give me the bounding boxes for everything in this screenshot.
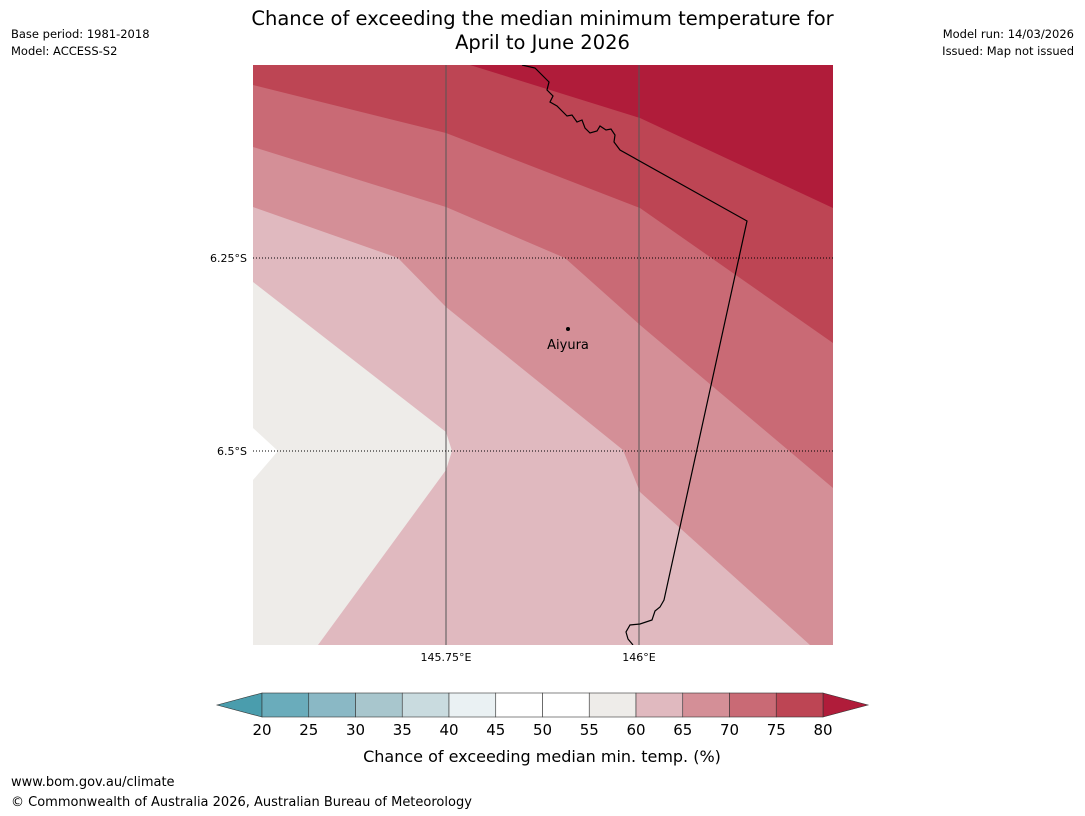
colorbar-swatch-75-80 — [775, 692, 824, 718]
colorbar-swatch-65-70 — [682, 692, 730, 718]
colorbar-tick-20: 20 — [252, 721, 271, 739]
footer-url[interactable]: www.bom.gov.au/climate — [11, 775, 175, 790]
colorbar-tick-65: 65 — [673, 721, 692, 739]
footer-copyright: © Commonwealth of Australia 2026, Austra… — [11, 795, 472, 810]
colorbar-tick-40: 40 — [439, 721, 458, 739]
colorbar-tick-25: 25 — [299, 721, 318, 739]
colorbar-tick-70: 70 — [720, 721, 739, 739]
colorbar-over-arrow — [822, 692, 870, 718]
colorbar-swatch-45-50 — [495, 692, 543, 718]
colorbar-swatch-20-25 — [261, 692, 310, 718]
map-title-line2: April to June 2026 — [455, 31, 630, 54]
colorbar-label: Chance of exceeding median min. temp. (%… — [363, 747, 721, 766]
colorbar-swatch-25-30 — [308, 692, 356, 718]
colorbar-swatch-55-60 — [588, 692, 637, 718]
lon-label-145-75: 145.75°E — [421, 651, 472, 664]
map-title: Chance of exceeding the median minimum t… — [180, 7, 905, 55]
colorbar-under-arrow — [215, 692, 263, 718]
map-panel[interactable] — [253, 65, 833, 645]
colorbar-swatch-50-55 — [542, 692, 590, 718]
map-title-line1: Chance of exceeding the median minimum t… — [251, 7, 834, 30]
meta-left: Base period: 1981-2018 Model: ACCESS-S2 — [11, 26, 150, 60]
lat-label-6-25: 6.25°S — [210, 252, 247, 265]
band-50-55 — [253, 282, 452, 645]
colorbar-swatch-40-45 — [448, 692, 497, 718]
colorbar: 20 25 30 35 40 45 50 55 60 65 70 75 80 — [215, 692, 870, 739]
lat-label-6-5: 6.5°S — [217, 445, 247, 458]
model-text: Model: ACCESS-S2 — [11, 44, 118, 58]
colorbar-swatch-35-40 — [401, 692, 450, 718]
colorbar-tick-45: 45 — [486, 721, 505, 739]
colorbar-tick-35: 35 — [393, 721, 412, 739]
colorbar-tick-50: 50 — [533, 721, 552, 739]
colorbar-tick-75: 75 — [767, 721, 786, 739]
model-run-text: Model run: 14/03/2026 — [942, 27, 1074, 41]
meta-right: Model run: 14/03/2026 Issued: Map not is… — [942, 26, 1074, 60]
colorbar-swatch-60-65 — [635, 692, 684, 718]
colorbar-tick-60: 60 — [626, 721, 645, 739]
colorbar-tick-30: 30 — [346, 721, 365, 739]
base-period-text: Base period: 1981-2018 — [11, 27, 150, 41]
colorbar-tick-55: 55 — [580, 721, 599, 739]
band-45-50 — [253, 428, 278, 480]
aiyura-label: Aiyura — [547, 338, 589, 353]
colorbar-swatch-70-75 — [729, 692, 777, 718]
colorbar-swatch-30-35 — [355, 692, 403, 718]
colorbar-tick-80: 80 — [813, 721, 832, 739]
issued-text: Issued: Map not issued — [942, 44, 1074, 58]
aiyura-marker — [566, 327, 570, 331]
province-border — [521, 65, 748, 645]
lon-label-146: 146°E — [622, 651, 655, 664]
